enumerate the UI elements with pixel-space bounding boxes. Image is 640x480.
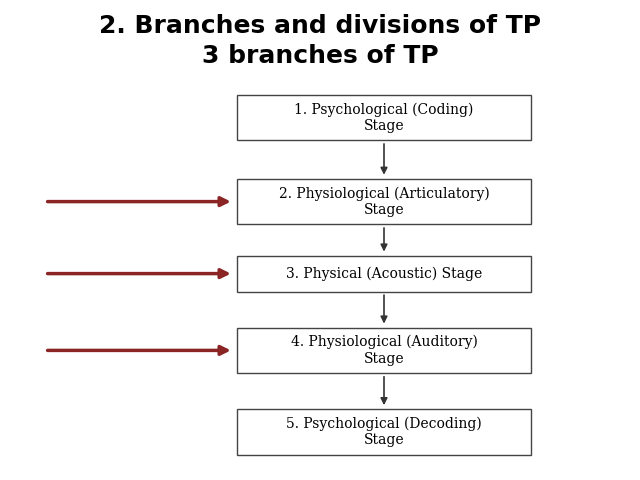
Text: 2. Physiological (Articulatory)
Stage: 2. Physiological (Articulatory) Stage bbox=[278, 186, 490, 217]
FancyBboxPatch shape bbox=[237, 255, 531, 291]
FancyBboxPatch shape bbox=[237, 95, 531, 140]
Text: 5. Psychological (Decoding)
Stage: 5. Psychological (Decoding) Stage bbox=[286, 417, 482, 447]
Text: 3. Physical (Acoustic) Stage: 3. Physical (Acoustic) Stage bbox=[286, 266, 482, 281]
FancyBboxPatch shape bbox=[237, 179, 531, 225]
Text: 4. Physiological (Auditory)
Stage: 4. Physiological (Auditory) Stage bbox=[291, 335, 477, 366]
FancyBboxPatch shape bbox=[237, 327, 531, 373]
Text: 1. Psychological (Coding)
Stage: 1. Psychological (Coding) Stage bbox=[294, 102, 474, 133]
FancyBboxPatch shape bbox=[237, 409, 531, 455]
Text: 2. Branches and divisions of TP
3 branches of TP: 2. Branches and divisions of TP 3 branch… bbox=[99, 14, 541, 68]
